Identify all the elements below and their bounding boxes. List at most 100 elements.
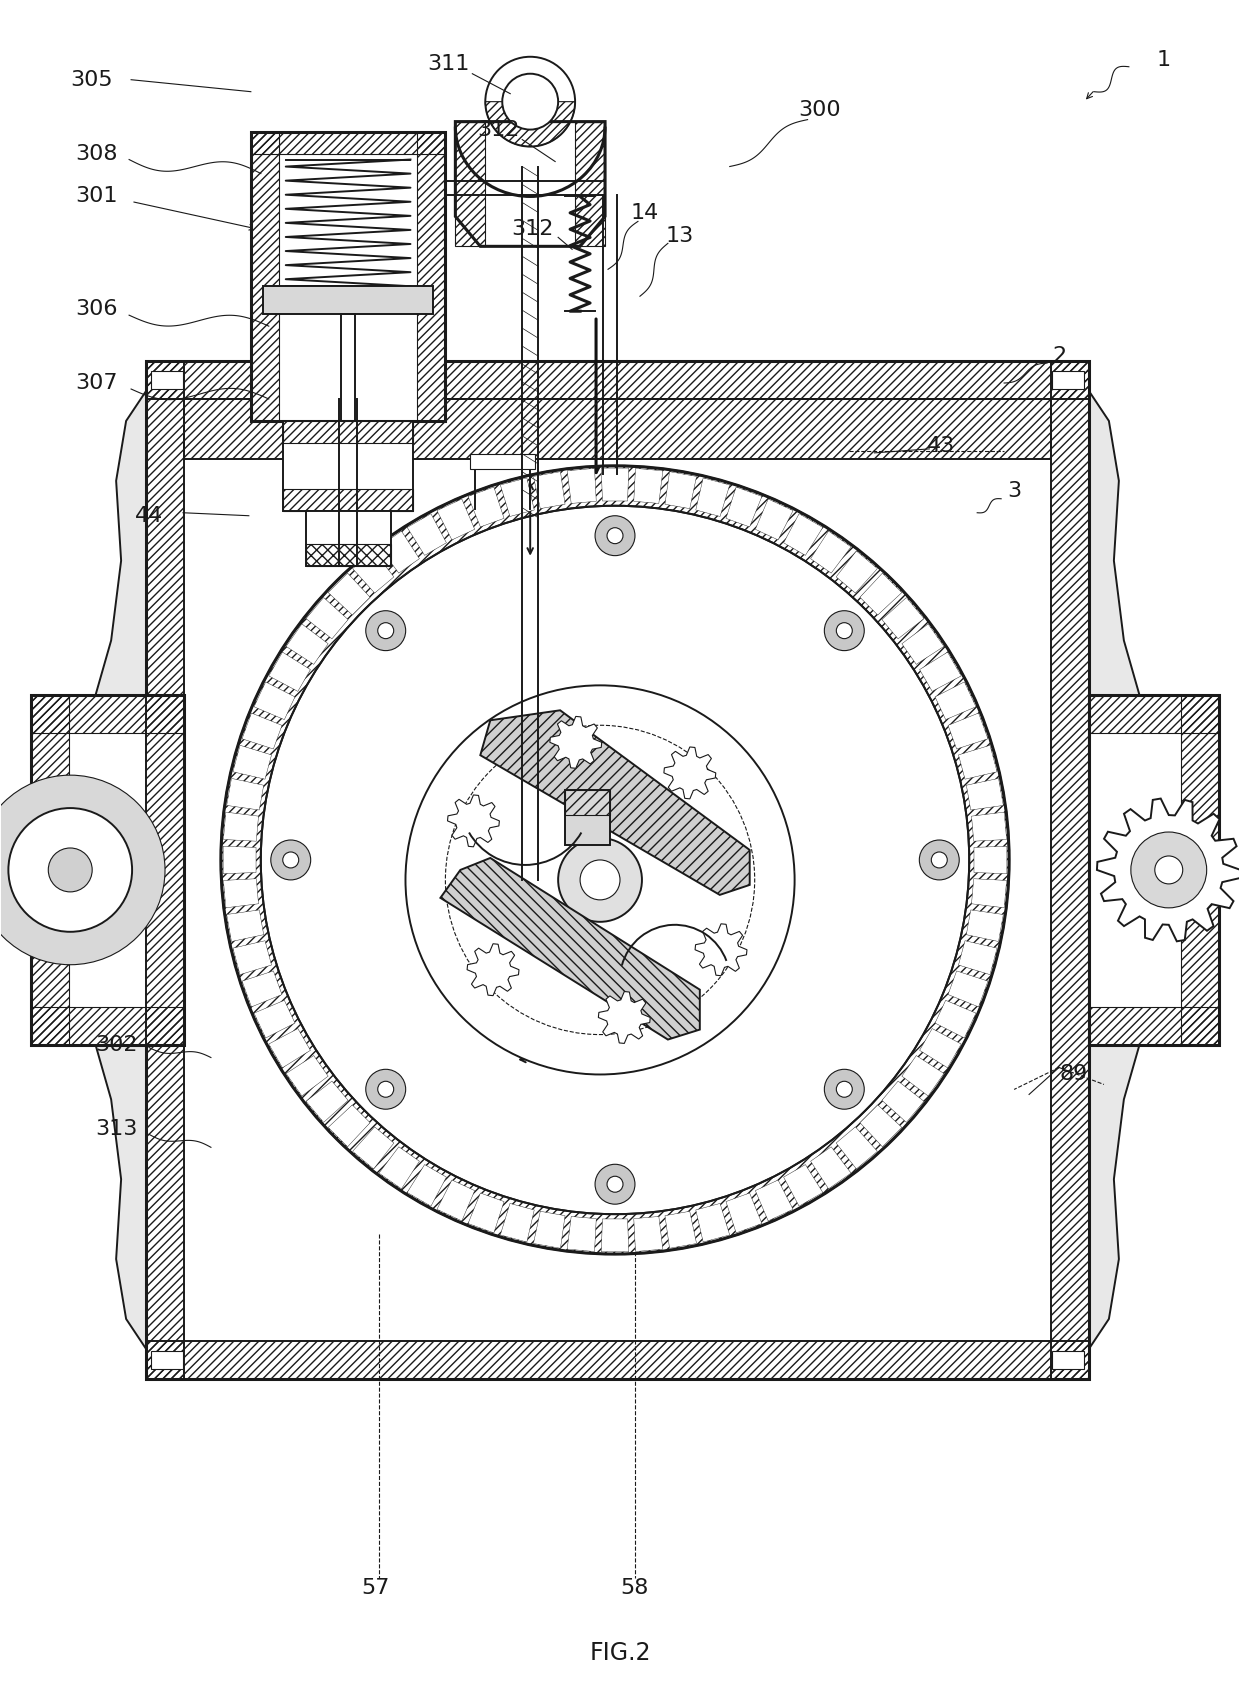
Bar (1052, 1351, 1084, 1369)
Text: 313: 313 (95, 1119, 138, 1139)
Text: 311: 311 (428, 54, 470, 74)
Polygon shape (1097, 799, 1240, 942)
Circle shape (608, 528, 622, 543)
Bar (31, 1006, 184, 1045)
Polygon shape (634, 1216, 663, 1251)
Circle shape (405, 685, 795, 1075)
Text: 2: 2 (1052, 346, 1066, 367)
Polygon shape (882, 1082, 924, 1122)
Polygon shape (467, 1193, 503, 1233)
Bar (470, 454, 536, 469)
Polygon shape (500, 1203, 534, 1241)
Polygon shape (71, 390, 146, 1349)
Polygon shape (784, 513, 823, 555)
Polygon shape (467, 944, 520, 996)
Bar (151, 1351, 184, 1369)
Text: 43: 43 (928, 436, 955, 456)
Bar (455, 121, 485, 246)
Polygon shape (352, 552, 394, 594)
Circle shape (378, 622, 393, 639)
Polygon shape (306, 597, 348, 639)
Circle shape (580, 860, 620, 900)
Circle shape (825, 611, 864, 651)
Circle shape (836, 622, 852, 639)
Polygon shape (973, 846, 1007, 873)
Bar (263, 286, 434, 315)
Bar (565, 791, 610, 816)
Polygon shape (920, 653, 961, 691)
Polygon shape (379, 1147, 419, 1189)
Polygon shape (269, 1029, 310, 1068)
Polygon shape (971, 878, 1007, 908)
Polygon shape (665, 471, 697, 508)
Polygon shape (665, 1211, 697, 1248)
Polygon shape (500, 478, 534, 516)
Polygon shape (567, 468, 596, 503)
Polygon shape (269, 653, 310, 691)
Text: 312: 312 (477, 119, 520, 140)
Bar (283, 420, 413, 442)
Polygon shape (436, 500, 475, 540)
Polygon shape (861, 574, 901, 616)
Bar (31, 695, 69, 1045)
Polygon shape (286, 1056, 329, 1097)
Bar (283, 420, 413, 511)
Circle shape (48, 848, 92, 891)
Polygon shape (601, 1219, 629, 1251)
Bar (418, 131, 445, 420)
Circle shape (836, 1082, 852, 1097)
Text: 1: 1 (1157, 50, 1171, 69)
Polygon shape (725, 1193, 761, 1233)
Polygon shape (306, 1082, 348, 1122)
Polygon shape (861, 1105, 901, 1147)
Polygon shape (436, 1181, 475, 1221)
Polygon shape (223, 878, 258, 908)
Bar (283, 489, 413, 511)
Polygon shape (599, 991, 650, 1043)
Polygon shape (935, 1001, 976, 1038)
Circle shape (558, 838, 642, 922)
Polygon shape (920, 1029, 961, 1068)
Polygon shape (549, 717, 601, 769)
Bar (146, 1341, 1089, 1379)
Polygon shape (233, 940, 272, 974)
Circle shape (378, 1082, 393, 1097)
Bar (146, 362, 1089, 1379)
Polygon shape (811, 532, 851, 574)
Text: 300: 300 (799, 99, 841, 119)
Bar (31, 695, 184, 733)
Bar (146, 362, 184, 1379)
Polygon shape (663, 747, 715, 799)
Bar (1180, 695, 1219, 1045)
Text: 305: 305 (69, 69, 113, 89)
Polygon shape (223, 812, 258, 841)
Polygon shape (935, 681, 976, 720)
Text: 57: 57 (361, 1578, 389, 1598)
Polygon shape (223, 846, 255, 873)
Circle shape (919, 839, 960, 880)
Bar (1089, 695, 1219, 1045)
Polygon shape (233, 745, 272, 779)
Polygon shape (533, 471, 565, 508)
Bar (1052, 362, 1089, 1379)
Polygon shape (836, 1127, 878, 1169)
Bar (250, 131, 445, 153)
Bar (1089, 695, 1219, 733)
Text: 3: 3 (1007, 481, 1022, 501)
Circle shape (825, 1070, 864, 1108)
Circle shape (608, 1176, 622, 1193)
Circle shape (502, 74, 558, 130)
Text: 89: 89 (1060, 1065, 1089, 1085)
Polygon shape (480, 710, 750, 895)
Polygon shape (696, 478, 729, 516)
Bar (151, 372, 184, 389)
Bar (184, 399, 1052, 459)
Bar (565, 791, 610, 844)
Polygon shape (329, 1105, 370, 1147)
Polygon shape (440, 858, 699, 1039)
Polygon shape (836, 552, 878, 594)
Polygon shape (696, 1203, 729, 1241)
Bar (1089, 1006, 1219, 1045)
Polygon shape (901, 1056, 944, 1097)
Circle shape (1131, 833, 1207, 908)
